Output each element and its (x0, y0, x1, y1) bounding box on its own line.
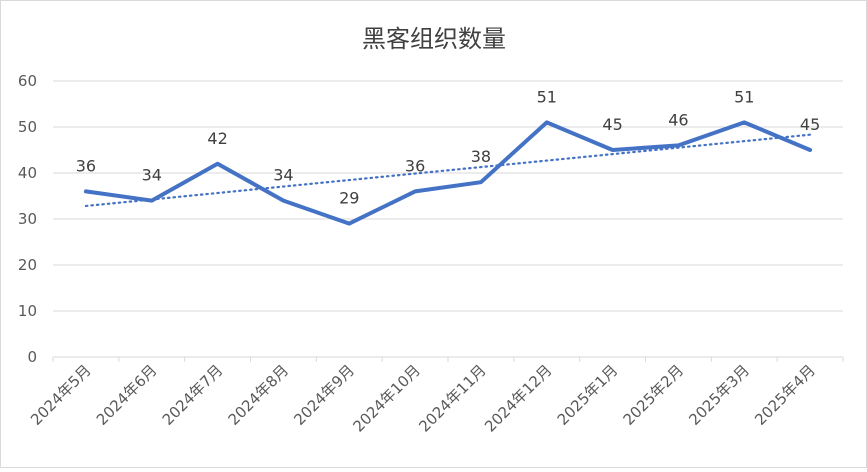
y-tick-label: 30 (18, 210, 37, 228)
x-tick-label: 2024年6月 (93, 361, 161, 429)
x-axis-ticks: 2024年5月2024年6月2024年7月2024年8月2024年9月2024年… (27, 361, 819, 435)
y-axis-ticks: 0 10 20 30 40 50 60 (18, 72, 37, 366)
trendline (84, 133, 812, 208)
y-tick-label: 40 (18, 164, 37, 182)
data-label: 34 (142, 166, 162, 185)
chart-title: 黑客组织数量 (362, 25, 506, 53)
data-label: 36 (76, 156, 96, 175)
x-tick-label: 2025年4月 (751, 361, 819, 429)
y-tick-label: 0 (27, 348, 37, 366)
data-label: 45 (602, 115, 622, 134)
series-line (83, 120, 813, 226)
gridlines (52, 80, 844, 362)
data-labels: 36 34 42 34 29 36 38 51 45 46 51 45 (76, 87, 821, 207)
trendline-line (84, 133, 812, 208)
data-label: 51 (537, 87, 557, 106)
y-tick-label: 20 (18, 256, 37, 274)
y-tick-label: 50 (18, 118, 37, 136)
data-label: 42 (207, 129, 227, 148)
data-label: 36 (405, 156, 425, 175)
series-polyline (83, 120, 813, 226)
x-tick-label: 2024年7月 (159, 361, 227, 429)
x-tick-label: 2024年5月 (27, 361, 95, 429)
data-label: 45 (800, 115, 820, 134)
data-label: 38 (471, 147, 491, 166)
x-tick-label: 2025年3月 (685, 361, 753, 429)
x-tick-label: 2024年9月 (290, 361, 358, 429)
data-label: 46 (668, 110, 688, 129)
y-tick-label: 10 (18, 302, 37, 320)
x-tick-label: 2024年12月 (481, 361, 555, 435)
data-label: 34 (273, 166, 293, 185)
x-tick-label: 2024年10月 (349, 361, 423, 435)
x-tick-label: 2024年11月 (415, 361, 489, 435)
x-tick-label: 2024年8月 (225, 361, 293, 429)
x-tick-label: 2025年2月 (620, 361, 688, 429)
data-label: 29 (339, 189, 359, 208)
y-tick-label: 60 (18, 72, 37, 90)
x-tick-label: 2025年1月 (554, 361, 622, 429)
data-label: 51 (734, 87, 754, 106)
